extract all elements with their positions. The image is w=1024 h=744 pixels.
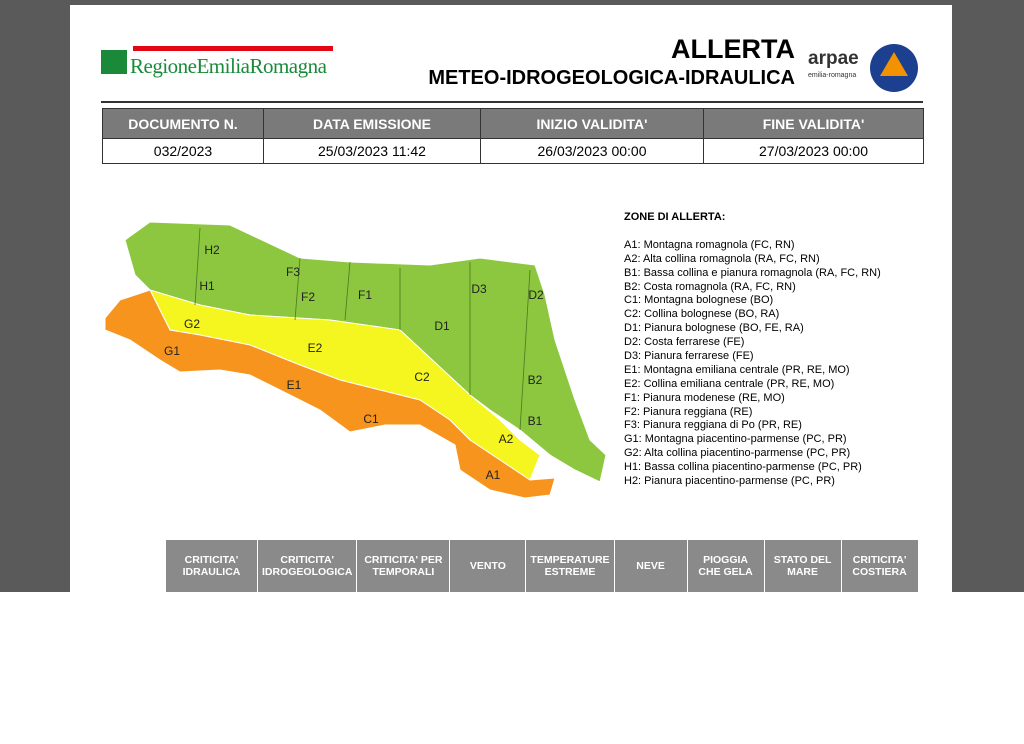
cell: 27/03/2023 00:00 — [703, 138, 924, 164]
legend-item: H1: Bassa collina piacentino-parmense (P… — [624, 461, 862, 474]
legend-item: C2: Collina bolognese (BO, RA) — [624, 308, 780, 321]
risk-table: CRITICITA' IDRAULICA CRITICITA' IDROGEOLO… — [166, 540, 919, 592]
zone-label: C2 — [414, 370, 430, 384]
zone-label: E1 — [287, 378, 302, 392]
legend-item: B1: Bassa collina e pianura romagnola (R… — [624, 266, 881, 279]
zone-label: D2 — [528, 288, 544, 302]
zone-label: B2 — [528, 373, 543, 387]
logo-triangle — [880, 52, 908, 76]
header-cell: VENTO — [449, 540, 527, 592]
data-row: 032/2023 25/03/2023 11:42 26/03/2023 00:… — [102, 138, 924, 164]
cell: FINE VALIDITA' — [703, 108, 924, 139]
logo-text: RegioneEmiliaRomagna — [130, 54, 327, 78]
legend-item: D1: Pianura bolognese (BO, FE, RA) — [624, 322, 804, 335]
header-cell: CRITICITA' IDRAULICA — [166, 540, 258, 592]
legend-item: F1: Pianura modenese (RE, MO) — [624, 391, 785, 404]
zone-label: B1 — [528, 414, 543, 428]
legend-item: A2: Alta collina romagnola (RA, FC, RN) — [624, 252, 820, 265]
title: ALLERTA — [671, 34, 795, 64]
zone-label: F1 — [358, 288, 372, 302]
header-cell: TEMPERATURE ESTREME — [525, 540, 615, 592]
zone-label: F2 — [301, 290, 315, 304]
header-rule — [101, 101, 923, 103]
legend-item: D3: Pianura ferrarese (FE) — [624, 350, 754, 363]
zone-label: A2 — [499, 432, 514, 446]
zone-label: D3 — [471, 282, 487, 296]
legend-item: F3: Pianura reggiana di Po (PR, RE) — [624, 419, 802, 432]
info-table: DOCUMENTO N. DATA EMISSIONE INIZIO VALID… — [102, 108, 924, 164]
legend-item: H2: Pianura piacentino-parmense (PC, PR) — [624, 475, 835, 488]
cell: 032/2023 — [102, 138, 264, 164]
header-cell: STATO DEL MARE — [764, 540, 842, 592]
cell: 25/03/2023 11:42 — [263, 138, 481, 164]
header-row: CRITICITA' IDRAULICA CRITICITA' IDROGEOLO… — [166, 540, 919, 592]
cell: 26/03/2023 00:00 — [480, 138, 704, 164]
legend-item: D2: Costa ferrarese (FE) — [624, 336, 745, 349]
logo-bar — [133, 46, 333, 51]
zone-label: F3 — [286, 265, 300, 279]
arpae-logo: arpae — [808, 48, 859, 69]
header-cell: PIOGGIA CHE GELA — [687, 540, 765, 592]
legend-item: F2: Pianura reggiana (RE) — [624, 405, 753, 418]
logo-mark — [101, 50, 127, 74]
header-cell: CRITICITA' PER TEMPORALI — [356, 540, 451, 592]
civil-protection-logo — [870, 44, 918, 92]
header-row: DOCUMENTO N. DATA EMISSIONE INIZIO VALID… — [102, 108, 924, 139]
zone-label: G2 — [184, 317, 200, 331]
zone-label: E2 — [308, 341, 323, 355]
header-cell: NEVE — [614, 540, 688, 592]
header-cell: CRITICITA' IDROGEOLOGICA — [257, 540, 358, 592]
cell: INIZIO VALIDITA' — [480, 108, 704, 139]
zone-label: D1 — [434, 319, 450, 333]
zone-borders — [194, 227, 531, 431]
zone-label: H1 — [199, 279, 215, 293]
orange-zone — [104, 289, 556, 499]
legend-title: ZONE DI ALLERTA: — [624, 211, 726, 223]
cell: DATA EMISSIONE — [263, 108, 481, 139]
legend-list: A1: Montagna romagnola (FC, RN) A2: Alta … — [624, 238, 881, 487]
legend-item: G2: Alta collina piacentino-parmense (PC… — [624, 447, 851, 460]
zone-label: H2 — [204, 243, 220, 257]
header-cell: CRITICITA' COSTIERA — [841, 540, 919, 592]
legend-item: A1: Montagna romagnola (FC, RN) — [624, 238, 795, 251]
arpae-sub: emilia-romagna — [808, 72, 857, 79]
zone-label: C1 — [363, 412, 379, 426]
legend: ZONE DI ALLERTA: A1: Montagna romagnola … — [624, 211, 881, 487]
legend-item: G1: Montagna piacentino-parmense (PC, PR… — [624, 433, 847, 446]
subtitle: METEO-IDROGEOLOGICA-IDRAULICA — [428, 67, 795, 89]
legend-item: E2: Collina emiliana centrale (PR, RE, M… — [624, 377, 835, 390]
cell: DOCUMENTO N. — [102, 108, 264, 139]
legend-item: C1: Montagna bolognese (BO) — [624, 294, 774, 307]
legend-item: E1: Montagna emiliana centrale (PR, RE, … — [624, 363, 850, 376]
zone-label: A1 — [486, 468, 501, 482]
legend-item: B2: Costa romagnola (RA, FC, RN) — [624, 280, 796, 293]
zone-label: G1 — [164, 344, 180, 358]
